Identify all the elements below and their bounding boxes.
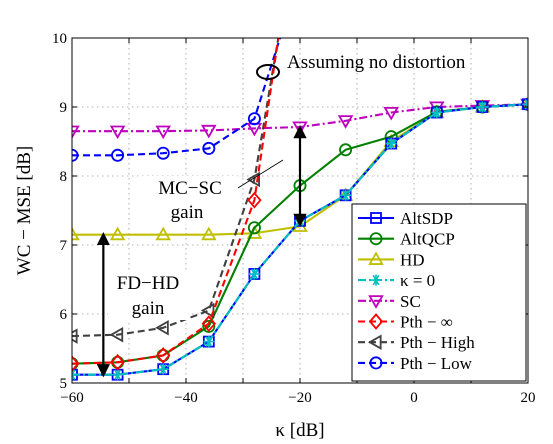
legend-item: AltSDP <box>358 209 453 228</box>
data-point <box>157 363 169 375</box>
legend-marker <box>369 232 383 246</box>
data-point <box>246 171 260 188</box>
legend-label: HD <box>400 250 425 269</box>
series-line <box>72 103 528 376</box>
legend-label: AltSDP <box>400 209 453 228</box>
legend-item: κ = 0 <box>358 271 435 290</box>
x-tick-label: 0 <box>410 390 418 406</box>
x-axis-label: κ [dB] <box>275 420 324 441</box>
data-point <box>337 115 354 129</box>
annotation-mc-sc: MC−SC <box>158 178 222 199</box>
data-point <box>340 189 352 201</box>
legend-label: Pth − ∞ <box>400 313 453 332</box>
data-point <box>72 328 78 344</box>
data-point <box>247 112 261 126</box>
data-point <box>109 226 126 241</box>
data-point <box>202 141 216 155</box>
annotation-fd-hd: FD−HD <box>117 273 179 294</box>
legend-marker <box>367 334 382 350</box>
legend-label: AltQCP <box>400 230 455 249</box>
data-point <box>156 146 170 160</box>
legend-item: AltQCP <box>358 230 455 249</box>
legend-label: SC <box>400 292 421 311</box>
legend-item: HD <box>358 250 425 269</box>
data-point <box>385 138 397 150</box>
data-point <box>109 326 124 343</box>
y-tick-label: 9 <box>60 100 68 116</box>
data-point <box>248 268 260 280</box>
annotation-mc-sc-gain: gain <box>171 202 204 223</box>
no-distortion-ellipse <box>256 64 280 80</box>
x-tick-label: −60 <box>60 390 83 406</box>
y-tick-label: 6 <box>60 307 68 323</box>
data-point <box>203 336 215 348</box>
series-line <box>72 38 280 365</box>
data-point <box>201 315 216 333</box>
data-point <box>431 107 443 119</box>
data-point <box>247 221 261 235</box>
data-point <box>200 302 215 319</box>
series-line <box>72 38 282 157</box>
legend-marker <box>369 356 383 370</box>
x-tick-label: −40 <box>174 390 197 406</box>
legend-label: Pth − Low <box>400 354 473 373</box>
legend-box <box>351 203 527 382</box>
y-tick-label: 10 <box>52 31 67 47</box>
ticks: −60 −40 −20 0 20 5 6 7 8 9 10 <box>52 31 536 406</box>
data-point <box>201 226 217 241</box>
data-point <box>112 369 124 381</box>
legend-marker <box>368 251 384 265</box>
data-point <box>476 101 488 113</box>
data-point <box>339 143 353 157</box>
legend-marker <box>368 295 384 309</box>
data-point <box>156 347 171 364</box>
legend-label: κ = 0 <box>400 271 435 290</box>
x-tick-label: 20 <box>521 390 536 406</box>
legend-marker <box>368 313 384 330</box>
annotation-fd-hd-gain: gain <box>132 298 165 319</box>
data-point <box>111 148 125 162</box>
series-5 <box>72 38 280 373</box>
legend-marker <box>370 274 382 286</box>
data-point <box>72 125 80 140</box>
y-tick-label: 5 <box>60 376 68 392</box>
y-axis-label: WC − MSE [dB] <box>14 146 35 275</box>
legend-item: Pth − ∞ <box>358 313 453 332</box>
annotation-no-distortion: Assuming no distortion <box>287 52 466 73</box>
data-point <box>155 320 169 336</box>
data-point <box>155 125 171 140</box>
legend-item: Pth − High <box>358 333 475 352</box>
data-point <box>72 355 80 373</box>
legend-item: SC <box>358 292 421 311</box>
mc-sc-label-bg <box>138 176 238 224</box>
legend-label: Pth − High <box>400 333 475 352</box>
y-tick-label: 7 <box>60 238 68 254</box>
legend-marker <box>370 212 382 224</box>
data-point <box>383 106 399 121</box>
y-tick-label: 8 <box>60 169 68 185</box>
data-point <box>110 353 125 371</box>
x-tick-label: −20 <box>288 390 311 406</box>
data-point <box>72 369 78 381</box>
data-point <box>201 124 217 139</box>
data-point <box>155 226 171 241</box>
data-point <box>247 191 262 209</box>
data-point <box>109 125 126 140</box>
data-point <box>72 226 80 241</box>
annotations: Assuming no distortion MC−SC gain FD−HD gain <box>96 52 466 378</box>
fd-hd-label-bg <box>108 270 188 320</box>
legend-item: Pth − Low <box>358 354 473 373</box>
